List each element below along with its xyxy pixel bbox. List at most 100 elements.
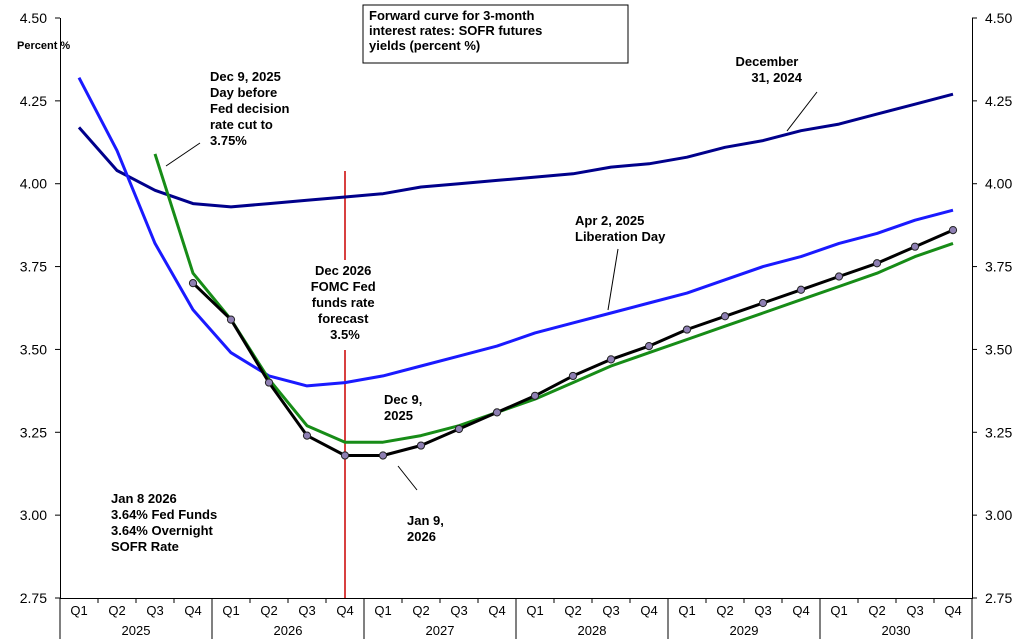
annotation-jan9-2026: Jan 9, 2026 (407, 513, 447, 544)
dec9-2025-label-bg (204, 69, 308, 159)
annotation-line: 3.64% Overnight (111, 523, 214, 538)
annotation-dec9-2025-day-before: Dec 9, 2025 Day before Fed decision rate… (210, 69, 293, 148)
annotation-december-31-2024: December 31, 2024 (736, 54, 803, 85)
x-year-label: 2030 (882, 623, 911, 638)
right-y-tick-label: 4.25 (985, 93, 1012, 109)
annotation-dec9-2025: Dec 9, 2025 (384, 392, 426, 423)
chart-title: Forward curve for 3-month interest rates… (369, 8, 546, 53)
x-quarter-label: Q4 (792, 603, 809, 618)
x-quarter-label: Q2 (412, 603, 429, 618)
annotation-line: 31, 2024 (751, 70, 802, 85)
x-year-label: 2025 (122, 623, 151, 638)
annotation-line: FOMC Fed (311, 279, 376, 294)
y-tick-label: 3.75 (20, 259, 47, 275)
annotation-liberation-day: Apr 2, 2025 Liberation Day (575, 213, 666, 244)
y-tick-label: 3.25 (20, 424, 47, 440)
y-tick-label: 3.00 (20, 507, 47, 523)
title-line-1: Forward curve for 3-month (369, 8, 534, 23)
y-tick-label: 3.50 (20, 341, 47, 357)
series-point-jan-9-2026 (606, 355, 616, 364)
x-quarter-label: Q3 (146, 603, 163, 618)
annotation-line: funds rate (312, 295, 375, 310)
leader-jan9-2026 (397, 465, 418, 491)
title-frame (362, 4, 629, 64)
x-quarter-label: Q4 (488, 603, 505, 618)
x-quarter-label: Q3 (906, 603, 923, 618)
leader-liberation-day (607, 248, 619, 311)
right-y-tick-label: 4.00 (985, 176, 1012, 192)
series-line-december-31-2024 (77, 92, 954, 209)
series-point-jan-9-2026 (416, 441, 426, 450)
right-y-tick-label: 3.25 (985, 424, 1012, 440)
series-point-jan-9-2026 (948, 226, 958, 235)
series-point-jan-9-2026 (720, 312, 730, 321)
series-point-jan-9-2026 (796, 285, 806, 294)
x-quarter-label: Q2 (716, 603, 733, 618)
annotation-line: 2026 (407, 529, 436, 544)
series-point-jan-9-2026 (264, 378, 274, 387)
annotation-line: rate cut to (210, 117, 273, 132)
x-quarter-label: Q1 (830, 603, 847, 618)
annotation-line: forecast (318, 311, 369, 326)
x-quarter-label: Q2 (260, 603, 277, 618)
leader-december-31-2024 (786, 91, 818, 132)
annotation-line: Apr 2, 2025 (575, 213, 644, 228)
series-point-jan-9-2026 (758, 298, 768, 308)
annotation-line: Jan 9, (407, 513, 444, 528)
leader-dec9-2025-day-before (165, 142, 201, 167)
annotation-line: Day before (210, 85, 277, 100)
series-point-jan-9-2026 (302, 431, 312, 440)
annotation-fomc-forecast: Dec 2026 FOMC Fed funds rate forecast 3.… (311, 263, 380, 342)
series-point-jan-9-2026 (682, 325, 692, 334)
y-tick-label: 4.00 (20, 176, 47, 192)
annotation-line: 3.64% Fed Funds (111, 507, 217, 522)
series-point-jan-9-2026 (226, 315, 236, 324)
right-y-tick-label: 2.75 (985, 590, 1012, 606)
x-year-label: 2027 (426, 623, 455, 638)
x-quarter-label: Q1 (526, 603, 543, 618)
series-point-jan-9-2026 (188, 279, 198, 288)
annotation-jan8-2026-rates: Jan 8 2026 3.64% Fed Funds 3.64% Overnig… (111, 491, 221, 554)
y-axis-title: Percent % (17, 40, 70, 52)
x-quarter-label: Q4 (640, 603, 657, 618)
series-line-apr-2-2025-liberation-day (77, 77, 954, 388)
fomc-forecast-label-bg (300, 260, 392, 350)
series-point-jan-9-2026 (834, 272, 844, 281)
x-quarter-label: Q1 (222, 603, 239, 618)
annotation-line: Dec 9, (384, 392, 422, 407)
x-year-label: 2026 (274, 623, 303, 638)
annotation-line: Jan 8 2026 (111, 491, 177, 506)
series-point-jan-9-2026 (644, 342, 654, 351)
annotation-line: 2025 (384, 408, 413, 423)
series-point-jan-9-2026 (378, 451, 388, 460)
x-quarter-label: Q4 (944, 603, 961, 618)
right-y-tick-label: 3.00 (985, 507, 1012, 523)
x-quarter-label: Q4 (184, 603, 201, 618)
annotation-line: Dec 2026 (315, 263, 371, 278)
annotation-line: Dec 9, 2025 (210, 69, 281, 84)
chart-title-box: Forward curve for 3-month interest rates… (362, 4, 629, 64)
series-point-jan-9-2026 (872, 259, 882, 268)
annotation-line: Fed decision (210, 101, 290, 116)
series-line-dec-9-2025 (153, 153, 954, 444)
annotation-line: 3.75% (210, 133, 247, 148)
series-point-jan-9-2026 (454, 424, 464, 434)
right-y-tick-label: 3.75 (985, 259, 1012, 275)
x-quarter-label: Q4 (336, 603, 353, 618)
y-tick-label: 2.75 (20, 590, 47, 606)
title-line-3: yields (percent %) (369, 38, 480, 53)
series-point-jan-9-2026 (340, 451, 350, 460)
x-year-label: 2028 (578, 623, 607, 638)
right-y-tick-label: 4.50 (985, 10, 1012, 26)
x-quarter-label: Q2 (868, 603, 885, 618)
x-quarter-label: Q2 (564, 603, 581, 618)
left-y-axis-ticks: 2.75 3.00 3.25 3.50 3.75 4.00 4.25 4.50 (20, 10, 60, 606)
x-quarter-label: Q1 (70, 603, 87, 618)
x-quarter-label: Q1 (678, 603, 695, 618)
right-y-tick-label: 3.50 (985, 341, 1012, 357)
right-y-axis-ticks: 2.75 3.00 3.25 3.50 3.75 4.00 4.25 4.50 (972, 10, 1012, 606)
series-point-jan-9-2026 (910, 242, 920, 251)
y-tick-label: 4.50 (20, 10, 47, 26)
